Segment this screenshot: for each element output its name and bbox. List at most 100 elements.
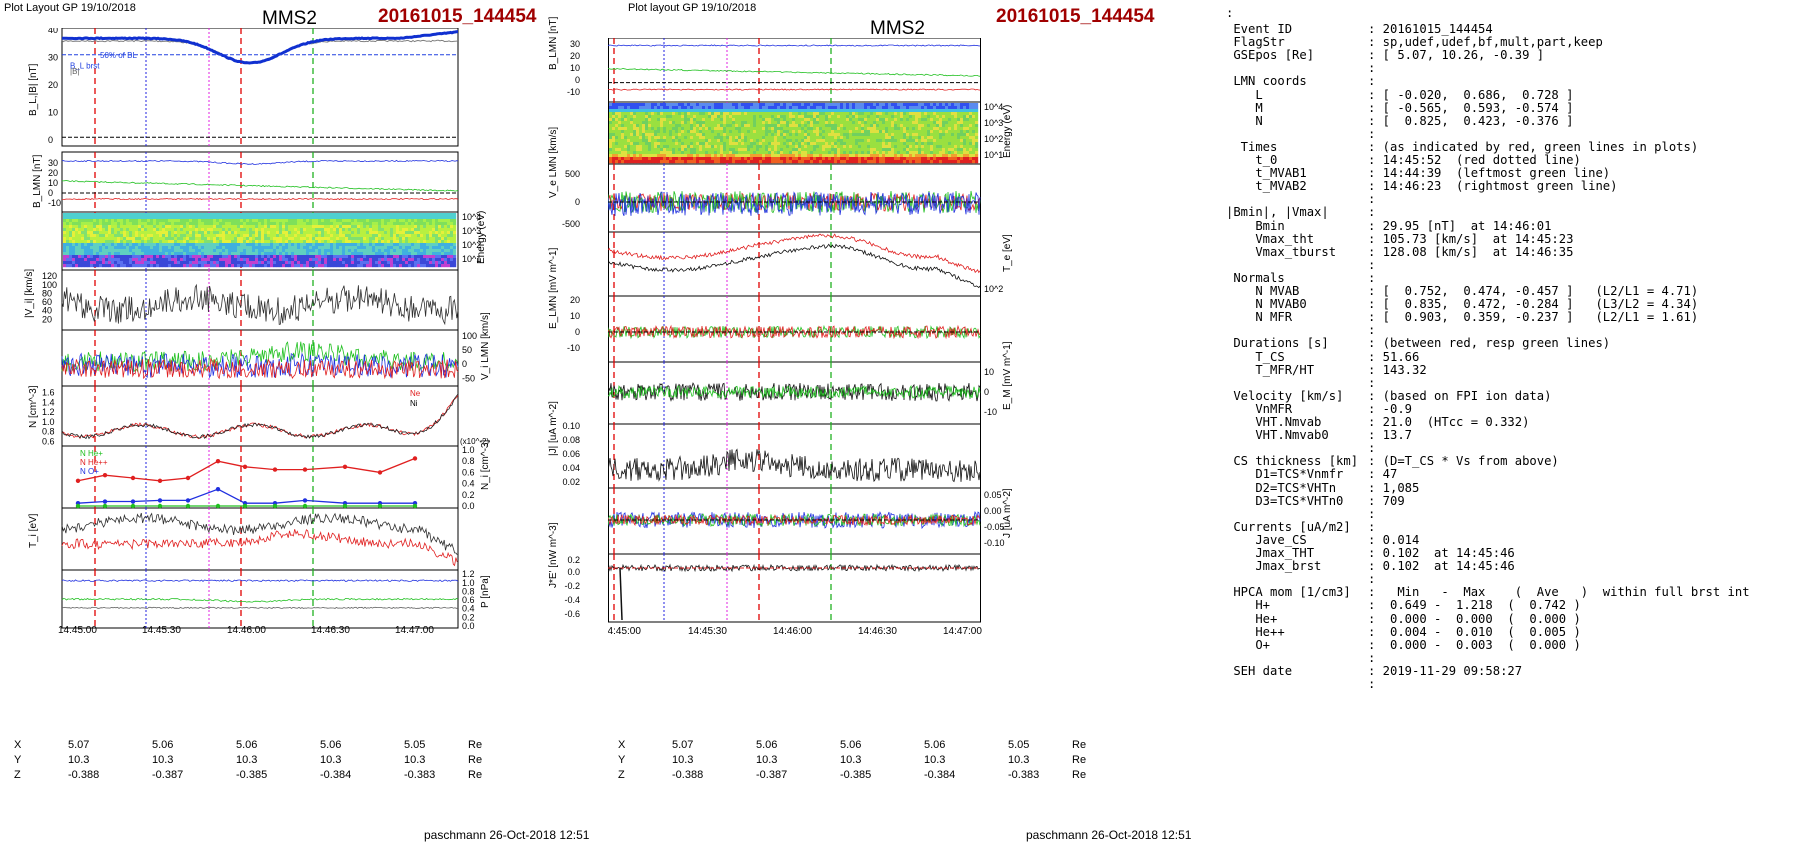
spectrogram-cell [621,130,624,133]
spectrogram-cell [936,139,939,142]
spectrogram-cell [849,130,852,133]
spectrogram-cell [693,139,696,142]
spectrogram-cell [717,130,720,133]
ni-point [131,504,135,508]
spectrogram-cell [252,228,255,231]
spectrogram-cell [777,130,780,133]
spectrogram-cell [615,139,618,142]
spectrogram-cell [99,228,102,231]
spectrogram-cell [771,142,774,145]
spectrogram-cell [939,157,942,160]
spectrogram-cell [729,121,732,124]
spectrogram-cell [372,216,375,219]
spectrogram-cell [846,118,849,121]
spectrogram-cell [801,133,804,136]
spectrogram-cell [861,115,864,118]
spectrogram-cell [405,249,408,252]
spectrogram-cell [138,231,141,234]
spectrogram-cell [843,142,846,145]
spectrogram-cell [759,115,762,118]
spectrogram-cell [912,151,915,154]
spectrogram-cell [876,118,879,121]
spectrogram-cell [354,246,357,249]
spectrogram-cell [846,160,849,163]
spectrogram-cell [171,237,174,240]
spectrogram-cell [651,157,654,160]
spectrogram-cell [375,222,378,225]
spectrogram-cell [237,264,240,267]
spectrogram-cell [369,264,372,267]
spectrogram-cell [864,142,867,145]
spectrogram-cell [189,249,192,252]
spectrogram-cell [156,225,159,228]
spectrogram-cell [441,225,444,228]
spectrogram-cell [453,225,456,228]
spectrogram-cell [411,252,414,255]
spectrogram-cell [357,228,360,231]
spectrogram-cell [795,103,798,106]
spectrogram-cell [63,261,66,264]
spectrogram-cell [732,133,735,136]
spectrogram-cell [873,139,876,142]
spectrogram-cell [120,258,123,261]
spectrogram-cell [417,219,420,222]
spectrogram-cell [171,246,174,249]
spectrogram-cell [630,142,633,145]
spectrogram-cell [165,219,168,222]
spectrogram-cell [759,103,762,106]
spectrogram-cell [378,264,381,267]
spectrogram-cell [726,145,729,148]
spectrogram-cell [324,222,327,225]
spectrogram-cell [780,151,783,154]
spectrogram-cell [171,228,174,231]
spectrogram-cell [741,133,744,136]
spectrogram-cell [870,148,873,151]
spectrogram-cell [123,261,126,264]
spectrogram-cell [189,264,192,267]
spectrogram-cell [942,145,945,148]
spectrogram-cell [639,151,642,154]
spectrogram-cell [708,106,711,109]
spectrogram-cell [219,264,222,267]
spectrogram-cell [297,252,300,255]
spectrogram-cell [885,127,888,130]
spectrogram-cell [393,222,396,225]
spectrogram-cell [939,130,942,133]
spectrogram-cell [852,130,855,133]
spectrogram-cell [636,151,639,154]
spectrogram-cell [297,222,300,225]
spectrogram-cell [720,109,723,112]
spectrogram-cell [198,213,201,216]
spectrogram-cell [366,258,369,261]
spectrogram-cell [354,228,357,231]
spectrogram-cell [447,213,450,216]
spectrogram-cell [735,151,738,154]
spectrogram-cell [654,139,657,142]
spectrogram-cell [66,234,69,237]
spectrogram-cell [222,219,225,222]
spectrogram-cell [792,127,795,130]
spectrogram-cell [768,145,771,148]
spectrogram-cell [738,106,741,109]
spectrogram-cell [876,148,879,151]
spectrogram-cell [798,130,801,133]
spectrogram-cell [186,243,189,246]
spectrogram-cell [690,145,693,148]
spectrogram-cell [648,103,651,106]
spectrogram-cell [261,216,264,219]
spectrogram-cell [282,222,285,225]
spectrogram-cell [918,115,921,118]
spectrogram-cell [645,124,648,127]
spectrogram-cell [723,148,726,151]
spectrogram-cell [438,261,441,264]
spectrogram-cell [408,237,411,240]
spectrogram-cell [795,127,798,130]
spectrogram-cell [915,154,918,157]
spectrogram-cell [786,121,789,124]
spectrogram-cell [393,255,396,258]
spectrogram-cell [390,216,393,219]
spectrogram-cell [414,255,417,258]
spectrogram-cell [111,237,114,240]
spectrogram-cell [261,264,264,267]
spectrogram-cell [144,237,147,240]
